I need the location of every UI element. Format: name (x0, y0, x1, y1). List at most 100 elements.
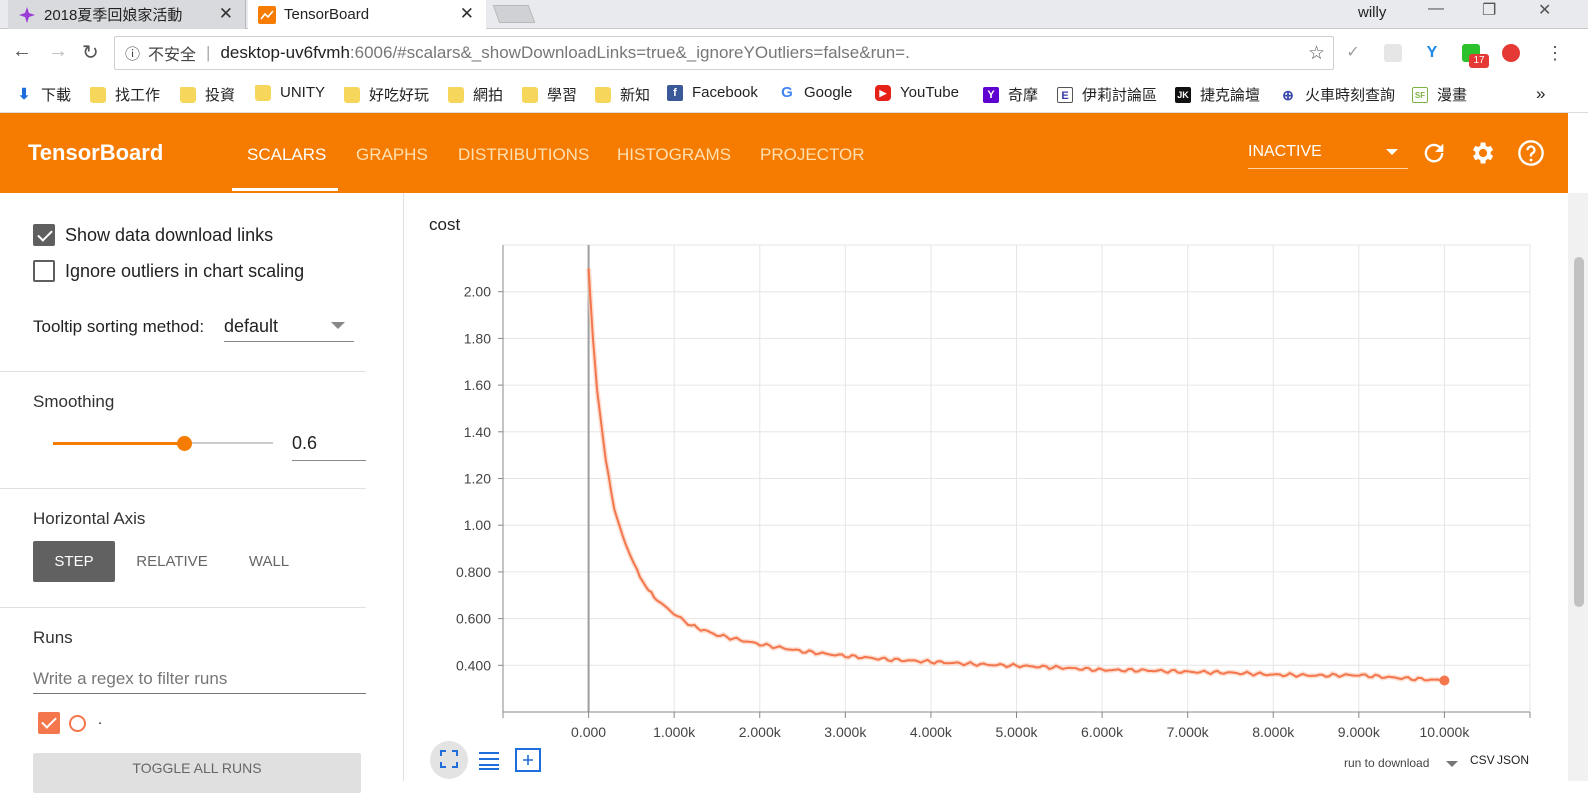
bookmark-jk[interactable]: JK 捷克論壇 (1175, 84, 1260, 105)
tab-projector[interactable]: PROJECTOR (760, 145, 865, 164)
refresh-icon[interactable] (1420, 139, 1448, 167)
run-checkbox[interactable] (38, 712, 60, 734)
smoothing-slider-knob[interactable] (177, 436, 192, 451)
opera-extension-icon[interactable] (1502, 44, 1520, 62)
folder-icon (344, 86, 360, 103)
relative-axis-button[interactable]: RELATIVE (136, 553, 208, 570)
bookmark-youtube[interactable]: ▶ YouTube (875, 84, 959, 101)
download-icon: ⬇ (17, 85, 31, 103)
show-download-links-checkbox[interactable]: Show data download links (33, 224, 273, 246)
wall-axis-button[interactable]: WALL (248, 553, 290, 570)
tab-graphs[interactable]: GRAPHS (356, 145, 428, 164)
checkbox-unchecked[interactable] (33, 260, 55, 282)
extension-icon[interactable] (1384, 44, 1402, 62)
folder-icon (90, 86, 106, 103)
bookmark-folder[interactable]: UNITY (255, 84, 325, 101)
download-csv-link[interactable]: CSV (1470, 753, 1495, 767)
bookmarks-overflow-button[interactable]: » (1536, 84, 1546, 103)
reload-icon[interactable]: ↻ (82, 42, 99, 64)
expand-icon (440, 750, 458, 768)
bookmark-label: 漫畫 (1437, 87, 1468, 104)
bookmark-folder[interactable]: 找工作 (90, 84, 160, 105)
fullscreen-button[interactable] (430, 741, 468, 779)
divider (0, 607, 366, 608)
scrollbar-thumb[interactable] (1574, 257, 1584, 607)
tooltip-sorting-select[interactable]: default (224, 316, 279, 336)
step-axis-button[interactable]: STEP (33, 541, 115, 582)
bookmark-folder[interactable]: 網拍 (448, 84, 503, 105)
fit-domain-icon[interactable] (515, 748, 541, 772)
chrome-menu-icon[interactable]: ⋮ (1546, 43, 1564, 63)
profile-name[interactable]: willy (1358, 4, 1387, 21)
bookmark-folder[interactable]: 好吃好玩 (344, 84, 429, 105)
checkbox-checked[interactable] (33, 224, 55, 246)
restore-button[interactable]: ❐ (1482, 2, 1497, 19)
tab-histograms[interactable]: HISTOGRAMS (617, 145, 731, 164)
bookmark-label: 找工作 (115, 87, 161, 104)
url-path: :6006/#scalars&_showDownloadLinks=true&_… (349, 43, 910, 62)
browser-tab-strip: 2018夏季回娘家活動 ✕ TensorBoard ✕ willy — ❐ ✕ (0, 0, 1588, 29)
new-tab-button[interactable] (492, 5, 536, 23)
bookmark-downloads[interactable]: ⬇ 下載 (16, 84, 71, 105)
security-label[interactable]: 不安全 (148, 47, 197, 64)
bookmark-folder[interactable]: 投資 (180, 84, 235, 105)
browser-tab-1[interactable]: 2018夏季回娘家活動 ✕ (8, 0, 246, 29)
bookmark-label: 網拍 (473, 87, 504, 104)
check-extension-icon[interactable]: ✓ (1346, 44, 1360, 61)
back-arrow-icon[interactable]: ← (12, 40, 32, 62)
folder-icon (448, 86, 464, 103)
toggle-all-runs-button[interactable]: TOGGLE ALL RUNS (33, 753, 361, 793)
bookmark-label: 投資 (205, 87, 236, 104)
tab-distributions[interactable]: DISTRIBUTIONS (458, 145, 590, 164)
bookmark-train[interactable]: ⊕ 火車時刻查詢 (1280, 84, 1395, 105)
window-close-button[interactable]: ✕ (1538, 2, 1552, 19)
folder-icon (180, 86, 196, 103)
notification-badge: 17 (1469, 54, 1489, 68)
help-icon[interactable] (1517, 139, 1545, 167)
forward-arrow-icon[interactable]: → (48, 40, 68, 62)
info-icon[interactable]: ⓘ (125, 45, 141, 63)
separator: | (206, 43, 211, 62)
bookmark-folder[interactable]: 新知 (595, 84, 650, 105)
tensorboard-logo[interactable]: TensorBoard (28, 140, 164, 165)
bookmark-folder[interactable]: 學習 (522, 84, 577, 105)
y-tick-label: 1.60 (464, 377, 491, 393)
bookmark-manga[interactable]: SF 漫畫 (1412, 84, 1467, 105)
browser-tab-2[interactable]: TensorBoard ✕ (248, 0, 486, 29)
log-scale-icon[interactable] (478, 750, 500, 770)
smoothing-value-input[interactable]: 0.6 (292, 433, 318, 453)
runs-filter-input[interactable]: Write a regex to filter runs (33, 669, 228, 688)
tab-title: 2018夏季回娘家活動 (44, 7, 183, 24)
url-host: desktop-uv6fvmh (220, 43, 350, 62)
inactive-plugins-dropdown[interactable]: INACTIVE (1248, 143, 1408, 169)
download-json-link[interactable]: JSON (1497, 753, 1530, 767)
page-scrollbar[interactable] (1568, 193, 1588, 781)
google-icon: G (781, 83, 793, 101)
run-radio[interactable] (69, 715, 86, 732)
bookmark-star-icon[interactable]: ☆ (1307, 42, 1325, 64)
bookmark-google[interactable]: G Google (779, 84, 852, 101)
jk-icon: JK (1175, 86, 1191, 103)
close-tab-icon[interactable]: ✕ (218, 4, 233, 23)
chevron-down-icon (1386, 149, 1398, 155)
bookmark-eyny[interactable]: E 伊莉討論區 (1057, 84, 1157, 105)
x-tick-label: 9.000k (1338, 724, 1381, 740)
x-tick-label: 10.000k (1420, 724, 1471, 740)
bookmark-facebook[interactable]: f Facebook (667, 84, 758, 101)
bookmark-label: 學習 (547, 87, 578, 104)
bookmark-label: 捷克論壇 (1200, 87, 1261, 104)
close-tab-icon[interactable]: ✕ (459, 4, 474, 23)
address-bar[interactable]: ⓘ 不安全 | desktop-uv6fvmh :6006/#scalars&_… (114, 36, 1334, 70)
bookmark-label: 伊莉討論區 (1082, 87, 1158, 104)
y-extension-icon[interactable]: Y (1426, 44, 1438, 61)
runs-label: Runs (33, 628, 73, 647)
ignore-outliers-checkbox[interactable]: Ignore outliers in chart scaling (33, 260, 304, 282)
tab-scalars[interactable]: SCALARS (247, 145, 327, 164)
bookmark-yahoo[interactable]: Y 奇摩 (983, 84, 1038, 105)
cost-chart[interactable]: 0.000 1.000k 2.000k 3.000k 4.000k 5.000k 6.000… (405, 193, 1568, 753)
run-to-download-select[interactable]: run to download (1344, 756, 1430, 770)
minimize-button[interactable]: — (1428, 0, 1444, 17)
gear-icon[interactable] (1468, 139, 1496, 167)
tooltip-sorting-label: Tooltip sorting method: (33, 317, 205, 336)
folder-icon (522, 86, 538, 103)
